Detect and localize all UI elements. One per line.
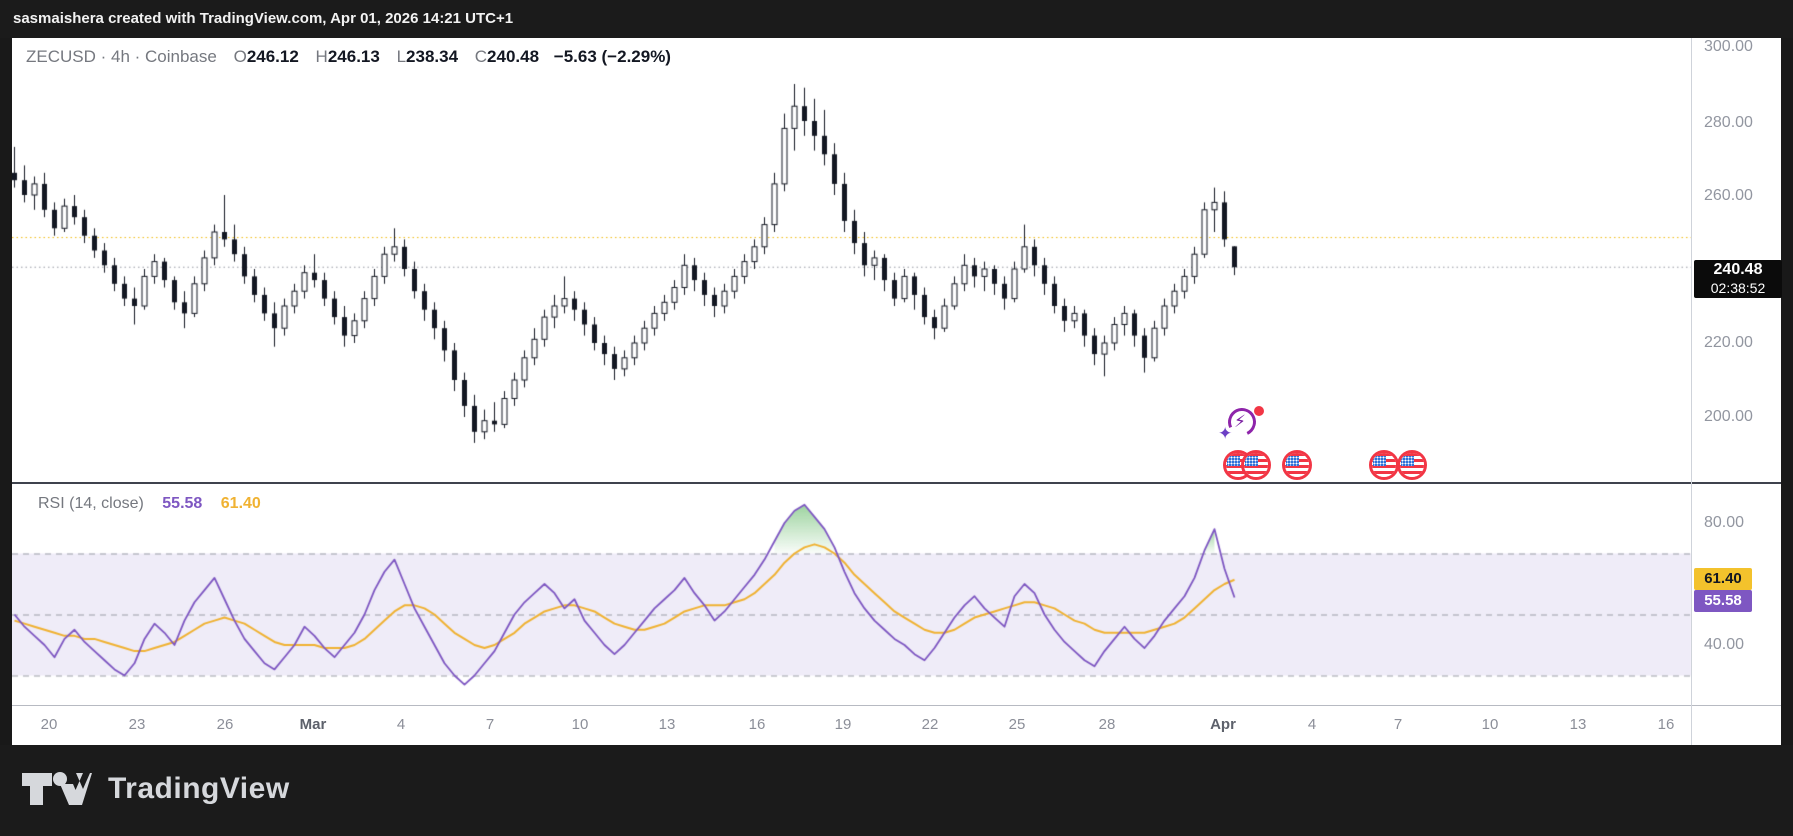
time-tick: 10 [571, 716, 589, 733]
attribution-text: sasmaishera created with TradingView.com… [13, 10, 514, 27]
time-tick: 4 [396, 716, 406, 733]
rsi-ma-value: 61.40 [220, 495, 261, 512]
symbol-title: ZECUSD · 4h · Coinbase [26, 47, 217, 66]
time-tick: 26 [216, 716, 234, 733]
rsi-header: RSI (14, close) 55.58 61.40 [38, 495, 261, 513]
price-tick: 300.00 [1704, 38, 1753, 55]
close-label: C [474, 47, 488, 66]
change-value: −5.63 (−2.29%) [553, 47, 671, 66]
time-tick: 19 [834, 716, 852, 733]
candle-countdown: 02:38:52 [1710, 280, 1766, 296]
notification-dot [1254, 406, 1264, 416]
high-label: H [315, 47, 328, 66]
price-rsi-canvas[interactable] [12, 38, 1781, 745]
rsi-value: 55.58 [162, 495, 203, 512]
rsi-tick: 80.00 [1704, 514, 1745, 531]
time-tick: Apr [1210, 716, 1236, 733]
last-price-value: 240.48 [1713, 261, 1763, 278]
technicals-sparkle-icon[interactable]: ⚡ ✦ [1218, 404, 1264, 446]
close-value: 240.48 [487, 47, 540, 66]
flag-canton [1286, 456, 1299, 466]
price-tick: 200.00 [1704, 408, 1753, 425]
time-tick: 16 [748, 716, 766, 733]
chart-area[interactable]: ZECUSD · 4h · Coinbase O246.12 H246.13 L… [12, 38, 1782, 745]
footer-bar: TradingView [0, 745, 1793, 836]
time-tick: 20 [40, 716, 58, 733]
flag-canton [1373, 456, 1386, 466]
tradingview-wordmark: TradingView [108, 772, 290, 805]
time-tick: 22 [921, 716, 939, 733]
open-label: O [233, 47, 247, 66]
sparkle-star-icon: ✦ [1218, 424, 1233, 443]
lightning-icon: ⚡ [1234, 412, 1246, 431]
pane-divider[interactable] [12, 482, 1781, 484]
low-label: L [396, 47, 407, 66]
last-price-badge: 240.48 02:38:52 [1694, 260, 1782, 298]
price-tick: 280.00 [1704, 114, 1753, 131]
price-tick: 220.00 [1704, 334, 1753, 351]
flag-canton [1401, 456, 1414, 466]
time-tick: Mar [299, 716, 327, 733]
time-tick: 7 [485, 716, 495, 733]
tradingview-logo-mark [22, 772, 92, 805]
rsi-scale-badge: 55.58 [1694, 590, 1752, 612]
rsi-scale-badge: 61.40 [1694, 568, 1752, 590]
tradingview-logo[interactable]: TradingView [20, 769, 290, 809]
time-tick: 13 [1569, 716, 1587, 733]
symbol-header: ZECUSD · 4h · Coinbase O246.12 H246.13 L… [26, 47, 671, 67]
time-tick: 25 [1008, 716, 1026, 733]
us-flag-event-icon[interactable] [1369, 450, 1399, 480]
attribution-bar: sasmaishera created with TradingView.com… [0, 0, 1793, 38]
time-tick: 4 [1307, 716, 1317, 733]
us-flag-event-icon[interactable] [1397, 450, 1427, 480]
us-flag-event-icon[interactable] [1282, 450, 1312, 480]
time-tick: 23 [128, 716, 146, 733]
open-value: 246.12 [246, 47, 299, 66]
price-tick: 260.00 [1704, 187, 1753, 204]
time-axis-border [12, 705, 1781, 706]
rsi-title: RSI (14, close) [38, 495, 144, 512]
time-tick: 28 [1098, 716, 1116, 733]
low-value: 238.34 [406, 47, 459, 66]
flag-canton [1227, 456, 1240, 466]
price-scale-border [1691, 38, 1692, 745]
time-tick: 13 [658, 716, 676, 733]
time-tick: 16 [1657, 716, 1675, 733]
flag-canton [1245, 456, 1258, 466]
time-tick: 7 [1393, 716, 1403, 733]
us-flag-event-icon[interactable] [1241, 450, 1271, 480]
rsi-tick: 40.00 [1704, 636, 1745, 653]
time-tick: 10 [1481, 716, 1499, 733]
high-value: 246.13 [327, 47, 380, 66]
